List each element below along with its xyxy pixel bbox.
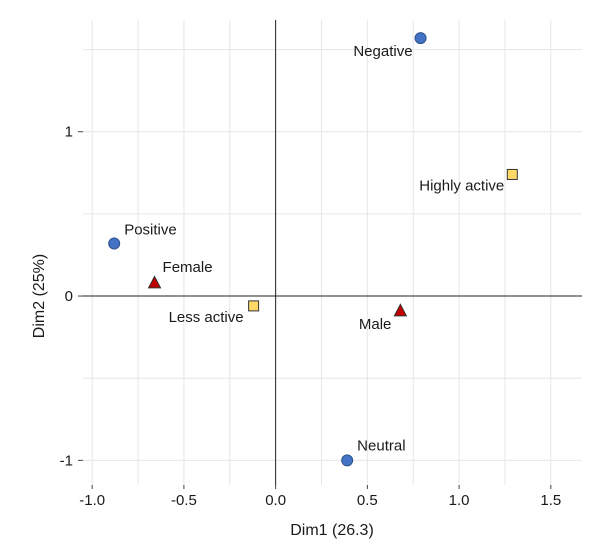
highly-active-point: [506, 168, 518, 180]
y-tick-label: -1: [60, 452, 73, 469]
positive-point: [108, 237, 121, 250]
x-tick-label: 1.5: [540, 492, 561, 509]
negative-point: [414, 32, 427, 45]
x-tick-label: 0.5: [357, 492, 378, 509]
neutral-label: Neutral: [357, 437, 405, 454]
positive-label: Positive: [124, 221, 177, 238]
female-label: Female: [163, 259, 213, 276]
less-active-point: [248, 300, 260, 312]
negative-label: Negative: [353, 43, 412, 60]
x-tick-label: -1.0: [79, 492, 105, 509]
y-tick-label: 0: [65, 288, 73, 305]
grid: [83, 20, 582, 485]
x-axis-title: Dim1 (26.3): [290, 522, 374, 539]
female-point: [147, 275, 162, 289]
x-tick-label: 1.0: [449, 492, 470, 509]
x-tick-label: -0.5: [171, 492, 197, 509]
axes: -1.0 -0.5 0.0 0.5 1.0 1.5 -1 0 1: [60, 20, 582, 509]
neutral-point: [341, 454, 354, 467]
less-active-label: Less active: [169, 309, 244, 326]
male-label: Male: [359, 316, 392, 333]
data-points: [108, 32, 518, 467]
y-axis-title: Dim2 (25%): [31, 254, 48, 338]
male-point: [393, 303, 408, 317]
x-tick-label: 0.0: [265, 492, 286, 509]
highly-active-label: Highly active: [419, 177, 504, 194]
y-tick-label: 1: [65, 124, 73, 141]
point-labels: Negative Positive Neutral Highly active Less…: [124, 43, 504, 454]
